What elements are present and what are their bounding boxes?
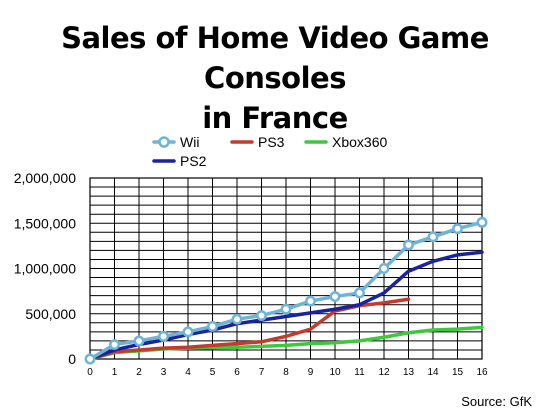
- x-tick-label: 11: [354, 367, 365, 378]
- data-point-wii: [452, 223, 463, 235]
- x-tick-label: 6: [234, 367, 240, 378]
- x-tick-label: 10: [329, 367, 341, 378]
- y-tick-label: 0: [68, 351, 76, 367]
- data-point-wii: [109, 339, 120, 350]
- data-point-wii: [256, 310, 267, 322]
- legend-label-ps2: PS2: [180, 153, 207, 169]
- y-tick-label: 1,000,000: [14, 261, 76, 277]
- data-point-wii: [305, 295, 316, 307]
- data-point-wii: [403, 239, 414, 251]
- chart-title-line1: Sales of Home Video Game Consoles: [61, 21, 489, 95]
- data-point-wii: [133, 335, 145, 347]
- x-tick-label: 7: [259, 367, 265, 378]
- data-point-wii: [329, 291, 341, 303]
- plot-frame: [89, 177, 483, 360]
- chart-source: Source: GfK: [461, 394, 532, 409]
- data-point-wii: [207, 320, 218, 332]
- legend-label-wii: Wii: [180, 134, 199, 150]
- chart-title: Sales of Home Video Game Consoles in Fra…: [0, 18, 550, 138]
- x-tick-label: 9: [308, 367, 314, 378]
- y-tick-label: 500,000: [25, 306, 76, 322]
- x-tick-label: 13: [403, 367, 415, 378]
- data-point-wii: [231, 313, 243, 325]
- data-point-wii: [84, 353, 96, 365]
- data-point-wii: [427, 231, 439, 243]
- x-tick-label: 4: [185, 367, 191, 378]
- data-point-wii: [378, 263, 390, 274]
- legend-label-ps3: PS3: [258, 134, 285, 150]
- x-tick-label: 2: [136, 367, 142, 378]
- x-tick-label: 16: [476, 367, 488, 378]
- series-line-ps2: [88, 250, 484, 361]
- x-tick-label: 1: [112, 367, 118, 378]
- y-tick-label: 2,000,000: [14, 170, 76, 186]
- x-tick-label: 5: [210, 367, 216, 378]
- y-tick-label: 1,500,000: [14, 215, 76, 231]
- data-point-wii: [182, 326, 194, 338]
- x-tick-label: 0: [87, 367, 93, 378]
- data-point-wii: [476, 216, 488, 228]
- x-tick-label: 3: [161, 367, 167, 378]
- legend-marker-wii: [158, 136, 170, 148]
- data-point-wii: [354, 287, 365, 299]
- x-tick-label: 15: [452, 367, 464, 378]
- x-tick-label: 8: [283, 367, 289, 378]
- data-point-wii: [280, 303, 292, 315]
- x-tick-label: 14: [427, 367, 439, 378]
- chart-title-line2: in France: [202, 101, 348, 135]
- legend-label-xbox360: Xbox360: [332, 134, 387, 150]
- data-point-wii: [158, 330, 169, 342]
- x-tick-label: 12: [378, 367, 390, 378]
